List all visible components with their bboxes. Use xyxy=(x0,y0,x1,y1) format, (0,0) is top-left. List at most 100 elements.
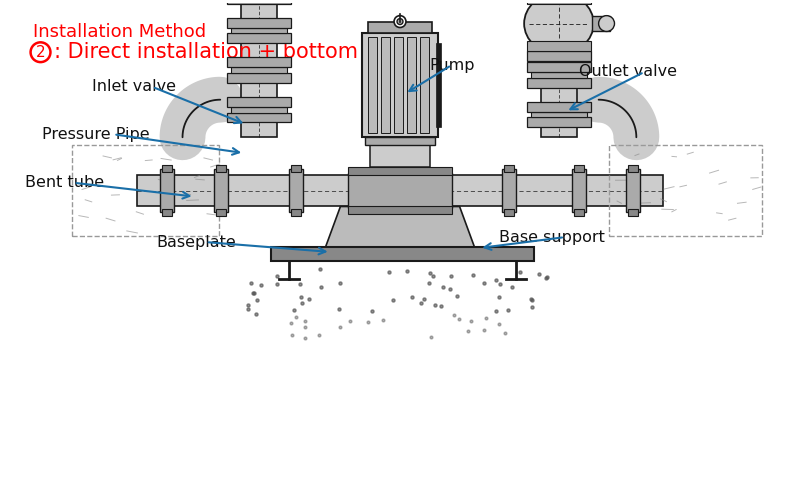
Point xyxy=(415,299,428,307)
Bar xyxy=(137,175,663,206)
Bar xyxy=(504,165,514,172)
Bar xyxy=(231,28,286,34)
Point xyxy=(387,296,400,304)
Point xyxy=(429,300,442,308)
Bar xyxy=(407,38,416,134)
Polygon shape xyxy=(326,206,474,247)
Text: Base support: Base support xyxy=(499,230,605,244)
Text: Baseplate: Baseplate xyxy=(157,234,237,250)
Point xyxy=(425,333,438,341)
Point xyxy=(334,322,347,330)
Point xyxy=(466,270,479,278)
Bar xyxy=(394,38,403,134)
Text: Pump: Pump xyxy=(430,58,475,72)
Point xyxy=(448,312,461,320)
Circle shape xyxy=(394,16,406,28)
Point xyxy=(314,264,326,272)
Point xyxy=(424,268,437,276)
Bar xyxy=(231,67,286,73)
Point xyxy=(315,284,328,292)
Point xyxy=(526,304,538,312)
Point xyxy=(478,326,490,334)
Point xyxy=(285,320,298,328)
Point xyxy=(444,272,457,280)
Bar xyxy=(227,0,290,4)
Text: Bent tube: Bent tube xyxy=(25,176,104,190)
Point xyxy=(290,313,302,321)
Bar xyxy=(231,106,286,112)
Point xyxy=(332,305,345,313)
Bar xyxy=(629,210,638,216)
Bar xyxy=(227,34,290,43)
Bar xyxy=(609,145,762,236)
Bar xyxy=(370,142,430,167)
Text: Outlet valve: Outlet valve xyxy=(578,64,677,80)
Point xyxy=(465,317,478,325)
Bar xyxy=(216,165,226,172)
Point xyxy=(401,267,414,275)
Point xyxy=(493,320,506,328)
Bar xyxy=(527,51,590,61)
Point xyxy=(478,278,490,286)
Text: Pressure Pipe: Pressure Pipe xyxy=(42,127,150,142)
Bar xyxy=(381,38,390,134)
Bar xyxy=(420,38,429,134)
Point xyxy=(254,281,267,289)
Point xyxy=(452,315,465,323)
Bar xyxy=(368,38,377,134)
Point xyxy=(462,327,474,335)
Point xyxy=(450,292,463,300)
Bar xyxy=(541,58,577,138)
Point xyxy=(377,316,390,324)
Point xyxy=(382,268,395,276)
Bar xyxy=(271,247,534,261)
Point xyxy=(540,274,553,281)
Text: 2: 2 xyxy=(36,44,46,60)
Point xyxy=(479,314,492,322)
Ellipse shape xyxy=(524,0,594,54)
Bar xyxy=(629,165,638,172)
Point xyxy=(494,280,506,288)
Point xyxy=(434,302,447,310)
Bar xyxy=(162,210,171,216)
Point xyxy=(244,279,257,287)
Bar xyxy=(504,210,514,216)
Point xyxy=(406,292,418,300)
Bar xyxy=(348,173,452,208)
Bar xyxy=(348,206,452,214)
Bar xyxy=(216,210,226,216)
Bar xyxy=(241,0,277,138)
Bar xyxy=(227,57,290,67)
Point xyxy=(302,294,315,302)
Text: : Direct installation + bottom plate: : Direct installation + bottom plate xyxy=(54,42,418,62)
Point xyxy=(334,278,346,286)
Point xyxy=(526,296,538,304)
Bar xyxy=(289,169,302,212)
Point xyxy=(444,284,457,292)
Bar xyxy=(574,165,584,172)
Bar xyxy=(527,42,590,51)
Text: Installation Method: Installation Method xyxy=(33,22,206,40)
Point xyxy=(514,268,526,276)
Point xyxy=(362,318,374,326)
Bar xyxy=(436,44,441,128)
Point xyxy=(506,282,519,290)
Bar xyxy=(572,169,586,212)
Point xyxy=(286,332,298,340)
Bar xyxy=(502,169,516,212)
Point xyxy=(366,306,378,314)
Point xyxy=(247,288,260,296)
Bar xyxy=(362,34,438,138)
Bar xyxy=(214,169,228,212)
Point xyxy=(540,274,553,282)
Point xyxy=(498,330,511,338)
Circle shape xyxy=(397,18,403,24)
Bar xyxy=(290,165,301,172)
Bar xyxy=(227,112,290,122)
Bar xyxy=(227,96,290,106)
Point xyxy=(270,280,283,288)
Point xyxy=(502,306,514,314)
Point xyxy=(533,270,546,278)
Point xyxy=(525,295,538,303)
Bar xyxy=(574,210,584,216)
